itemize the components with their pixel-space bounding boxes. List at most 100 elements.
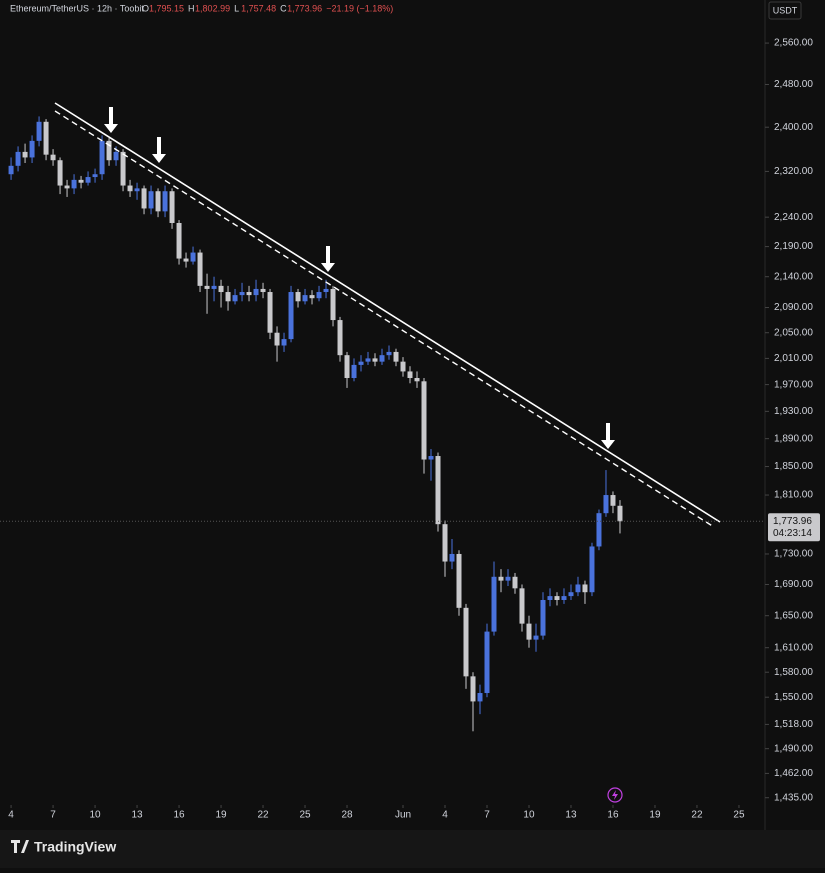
ohlc-value: 1,795.15 [149, 3, 184, 13]
candle-body [435, 456, 441, 525]
footer [0, 830, 825, 868]
symbol: Ethereum/TetherUS · 12h · Toobit [10, 3, 144, 13]
y-tick-label: 2,010.00 [774, 353, 813, 364]
x-tick-label: 10 [89, 810, 101, 821]
y-tick-label: 2,400.00 [774, 122, 813, 133]
candle-body [547, 596, 553, 600]
x-tick-label: 13 [131, 810, 143, 821]
trend-line [54, 102, 721, 523]
y-tick-label: 2,320.00 [774, 166, 813, 177]
x-tick-label: 19 [215, 810, 227, 821]
y-tick-label: 1,930.00 [774, 406, 813, 417]
y-tick-label: 1,435.00 [774, 792, 813, 803]
arrow [321, 246, 335, 272]
last-price-label: 1,773.96 [773, 516, 812, 527]
candle-body [477, 693, 483, 702]
candle-body [449, 553, 455, 562]
candle-body [344, 355, 350, 379]
ohlc-key: H [188, 3, 195, 13]
candle-body [246, 292, 252, 296]
currency-box[interactable] [768, 1, 802, 20]
candle-body [260, 288, 266, 293]
candle-body [400, 361, 406, 372]
candle-body [155, 191, 161, 212]
y-tick-label: 1,730.00 [774, 549, 813, 560]
x-tick-label: 10 [523, 810, 535, 821]
candle-body [407, 371, 413, 379]
candle-body [617, 505, 623, 522]
candle-body [134, 188, 140, 192]
x-tick-label: 22 [257, 810, 269, 821]
y-tick-label: 2,240.00 [774, 212, 813, 223]
candle-body [442, 524, 448, 562]
candle-body [120, 151, 126, 186]
candle-body [498, 576, 504, 581]
candle-body [15, 151, 21, 166]
candle-body [232, 295, 238, 302]
candle-body [372, 358, 378, 362]
alert-icon[interactable] [607, 787, 623, 803]
candle-body [302, 295, 308, 302]
candle-body [197, 252, 203, 286]
candle-body [281, 339, 287, 346]
candle-body [211, 285, 217, 289]
candle-body [8, 165, 14, 175]
ohlc-key: C [280, 3, 287, 13]
ohlc-value: 1,757.48 [241, 3, 276, 13]
candle-body [176, 222, 182, 259]
y-tick-label: 2,560.00 [774, 38, 813, 49]
candle-body [512, 576, 518, 589]
candle-body [505, 576, 511, 581]
candle-body [295, 292, 301, 302]
candle-body [288, 292, 294, 340]
candle-body [421, 381, 427, 460]
y-tick-label: 1,610.00 [774, 642, 813, 653]
x-tick-label: 25 [299, 810, 311, 821]
y-tick-label: 2,190.00 [774, 241, 813, 252]
candle-body [190, 252, 196, 262]
candle-body [484, 631, 490, 694]
candle-body [99, 140, 105, 175]
x-tick-label: 4 [442, 810, 448, 821]
x-tick-label: Jun [395, 810, 411, 821]
candle-body [610, 495, 616, 506]
x-tick-label: 16 [173, 810, 185, 821]
candle-body [57, 160, 63, 186]
currency: USDT [773, 5, 798, 15]
y-tick-label: 1,580.00 [774, 667, 813, 678]
candle-body [218, 285, 224, 293]
candle-body [386, 351, 392, 356]
candle-body [183, 258, 189, 262]
candle-body [127, 185, 133, 192]
candle-body [554, 596, 560, 600]
candle-body [365, 358, 371, 362]
candle-body [29, 140, 35, 158]
candle-body [358, 361, 364, 365]
candle-body [225, 292, 231, 302]
y-tick-label: 2,050.00 [774, 327, 813, 338]
alert-icon-bolt [612, 790, 618, 800]
candle-body [78, 179, 84, 183]
brand-logo [11, 840, 29, 853]
candle-body [470, 676, 476, 702]
candle-body [596, 513, 602, 547]
candle-body [463, 607, 469, 677]
candle-body [561, 596, 567, 600]
candle-body [351, 364, 357, 379]
ohlc-header: O 1,795.15 H 1,802.99 L 1,757.48 C 1,773.96 −21.… [142, 3, 393, 13]
ohlc-value: 1,773.96 [287, 3, 322, 13]
y-tick-label: 1,890.00 [774, 433, 813, 444]
brand: TradingView [34, 839, 116, 855]
arrow [104, 107, 118, 133]
candle-body [162, 191, 168, 212]
y-tick-label: 1,490.00 [774, 743, 813, 754]
arrow [601, 423, 615, 449]
candle-body [603, 495, 609, 514]
plot-background [0, 0, 825, 830]
candle-body [330, 288, 336, 321]
candle-body [92, 174, 98, 178]
candle-body [582, 584, 588, 593]
candles [8, 116, 623, 732]
ohlc-value: 1,802.99 [195, 3, 230, 13]
candle-body [337, 320, 343, 356]
